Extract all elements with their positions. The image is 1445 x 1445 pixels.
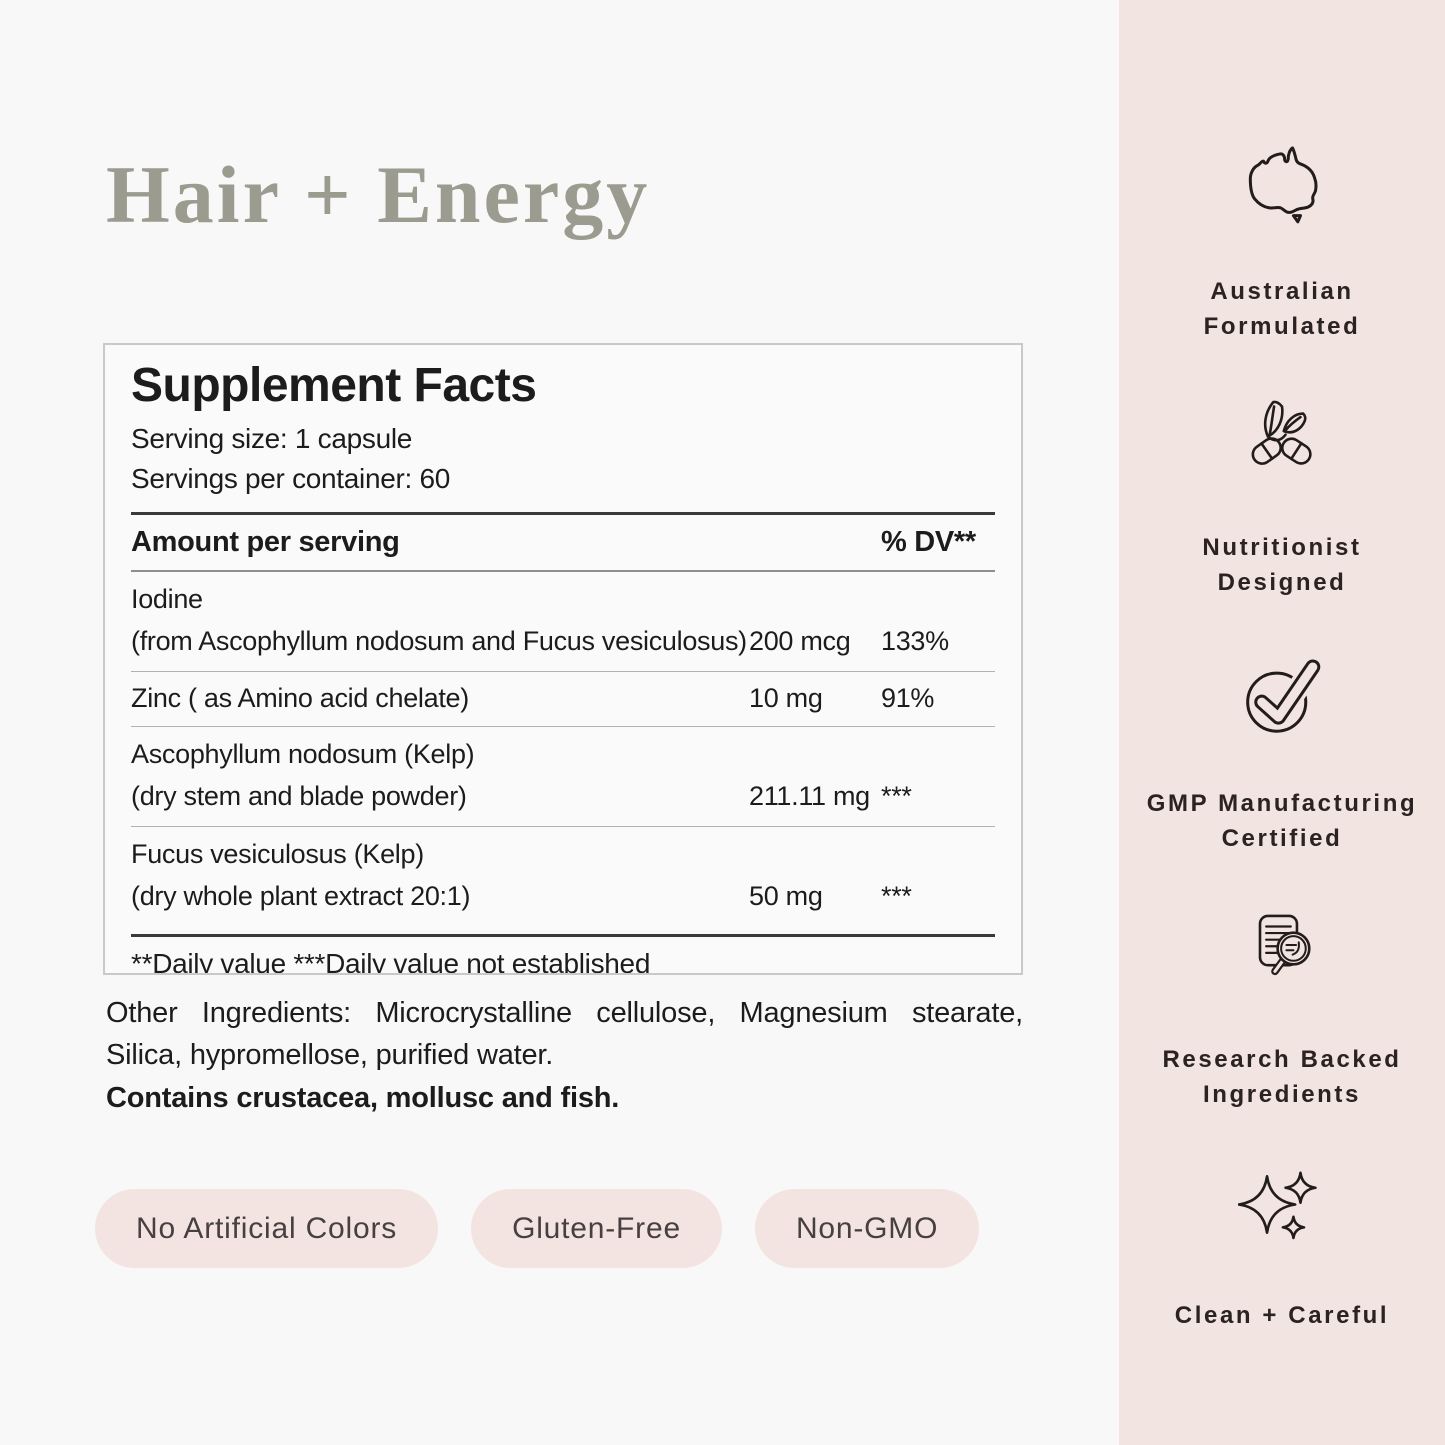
other-ingredients-text: Other Ingredients: Microcrystalline cell…	[106, 997, 1023, 1071]
ingredient-amount: 10 mg	[749, 683, 823, 714]
ingredient-source: (from Ascophyllum nodosum and Fucus vesi…	[131, 626, 747, 657]
badge-gluten-free: Gluten-Free	[471, 1189, 722, 1268]
ingredient-name: Ascophyllum nodosum (Kelp)	[131, 739, 475, 770]
table-row: Fucus vesiculosus (Kelp) (dry whole plan…	[131, 827, 995, 926]
sidebar-item-label: Nutritionist Designed	[1202, 534, 1362, 596]
divider	[131, 512, 995, 516]
sidebar-item-label: GMP Manufacturing Certified	[1146, 790, 1418, 852]
servings-per-container: Servings per container: 60	[131, 463, 451, 495]
sidebar-item-clean-careful: Clean + Careful	[1175, 1164, 1389, 1333]
divider	[131, 826, 995, 828]
leaves-capsules-icon	[1238, 396, 1326, 484]
ingredient-source: (dry stem and blade powder)	[131, 781, 467, 812]
sparkles-icon	[1238, 1164, 1326, 1252]
supplement-facts-panel: Supplement Facts Serving size: 1 capsule…	[103, 343, 1023, 975]
ingredient-amount: 200 mcg	[749, 626, 851, 657]
daily-value-footnote: **Daily value ***Daily value not establi…	[131, 948, 651, 975]
ingredient-dv: 133%	[881, 626, 949, 657]
badge-no-artificial-colors: No Artificial Colors	[95, 1189, 439, 1268]
ingredient-name: Iodine	[131, 584, 203, 615]
ingredient-dv: ***	[881, 881, 912, 912]
sidebar-item-label: Clean + Careful	[1174, 1302, 1390, 1329]
badge-non-gmo: Non-GMO	[754, 1189, 980, 1268]
other-ingredients-section: Other Ingredients: Microcrystalline cell…	[106, 992, 1023, 1119]
check-circle-icon	[1238, 652, 1326, 740]
divider	[131, 726, 995, 728]
australia-map-icon	[1238, 140, 1326, 228]
feature-badges: No Artificial Colors Gluten-Free Non-GMO	[95, 1189, 980, 1268]
sidebar-item-label: Australian Formulated	[1203, 278, 1361, 340]
ingredient-dv: ***	[881, 781, 912, 812]
divider	[131, 934, 995, 938]
page-title: Hair + Energy	[106, 149, 651, 240]
ingredient-amount: 50 mg	[749, 881, 823, 912]
supplement-facts-heading: Supplement Facts	[131, 359, 537, 412]
percent-dv-header: % DV**	[881, 526, 976, 559]
facts-column-headers: Amount per serving % DV**	[131, 515, 995, 570]
ingredient-amount: 211.11 mg	[749, 781, 870, 812]
amount-per-serving-header: Amount per serving	[131, 526, 400, 559]
ingredient-source: (dry whole plant extract 20:1)	[131, 881, 471, 912]
sidebar-item-gmp-certified: GMP Manufacturing Certified	[1147, 652, 1417, 856]
certifications-sidebar: Australian Formulated Nutritionist Desig…	[1119, 0, 1445, 1445]
ingredient-dv: 91%	[881, 683, 935, 714]
sidebar-item-label: Research Backed Ingredients	[1162, 1046, 1402, 1108]
document-magnifier-icon	[1238, 908, 1326, 996]
sidebar-item-nutritionist-designed: Nutritionist Designed	[1202, 396, 1361, 600]
divider	[131, 671, 995, 673]
sidebar-item-research-backed: Research Backed Ingredients	[1162, 908, 1401, 1112]
table-row: Iodine (from Ascophyllum nodosum and Fuc…	[131, 572, 995, 671]
allergen-statement: Contains crustacea, mollusc and fish.	[106, 1082, 620, 1114]
serving-size: Serving size: 1 capsule	[131, 423, 413, 455]
table-row: Zinc ( as Amino acid chelate) 10 mg 91%	[131, 672, 995, 726]
table-row: Ascophyllum nodosum (Kelp) (dry stem and…	[131, 727, 995, 826]
divider	[131, 570, 995, 573]
sidebar-item-australian-formulated: Australian Formulated	[1204, 140, 1361, 344]
ingredient-name: Zinc ( as Amino acid chelate)	[131, 683, 469, 714]
ingredient-name: Fucus vesiculosus (Kelp)	[131, 839, 424, 870]
